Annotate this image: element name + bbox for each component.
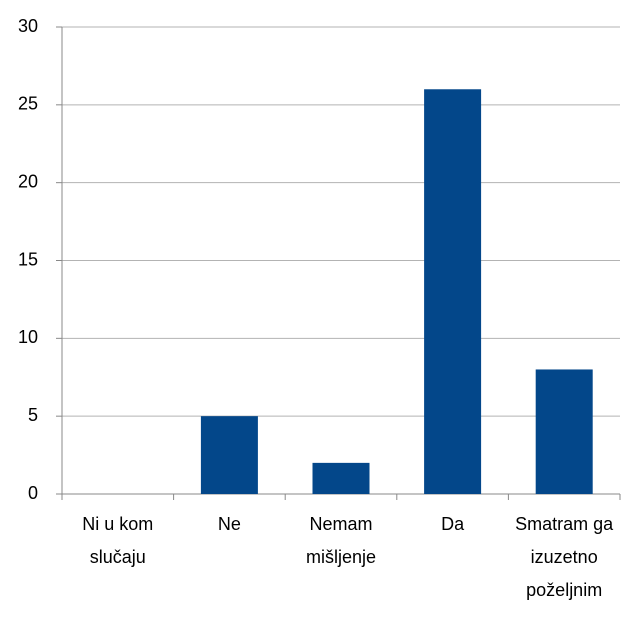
x-tick-label: Nemam mišljenje — [305, 514, 377, 567]
y-tick-label: 0 — [28, 483, 38, 503]
y-tick-label: 25 — [18, 94, 38, 114]
bar — [312, 462, 370, 494]
bar — [424, 89, 482, 495]
y-tick-label: 30 — [18, 16, 38, 36]
y-tick-label: 20 — [18, 171, 38, 191]
x-tick-label: Smatram ga izuzetno poželjnim — [515, 514, 614, 600]
bar — [535, 369, 593, 494]
bar — [200, 416, 258, 494]
y-tick-label: 15 — [18, 249, 38, 269]
y-tick-label: 10 — [18, 327, 38, 347]
x-tick-label: Ni u kom slučaju — [82, 514, 154, 567]
x-tick-label: Da — [441, 514, 465, 534]
y-tick-label: 5 — [28, 405, 38, 425]
x-tick-label: Ne — [217, 514, 241, 534]
